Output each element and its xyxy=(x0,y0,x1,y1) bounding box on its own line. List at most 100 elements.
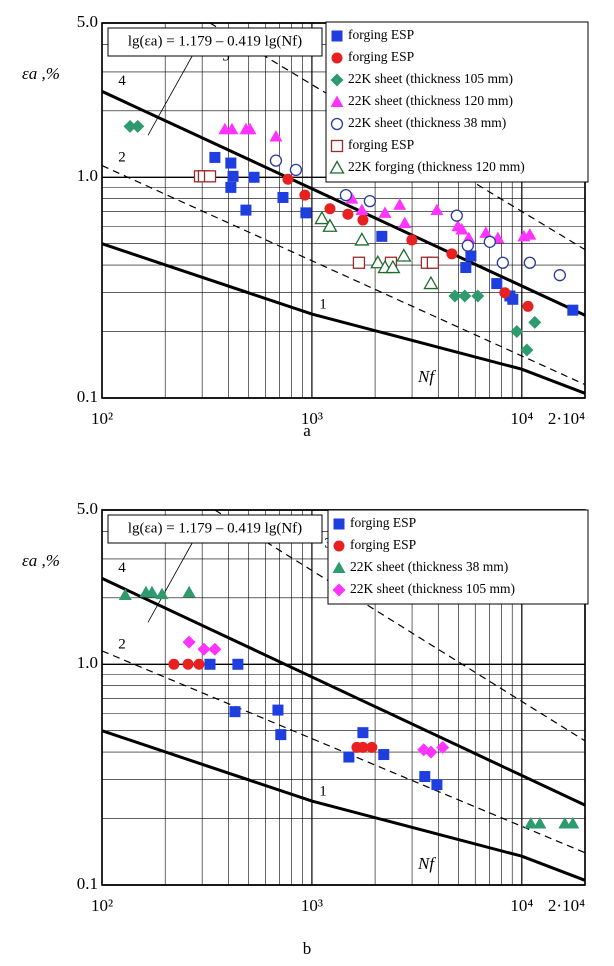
marker-circle xyxy=(496,256,509,269)
marker-triangle xyxy=(322,218,338,232)
marker-diamond xyxy=(448,289,462,303)
marker-triangle xyxy=(269,130,283,142)
x-tick-label: 10⁴ xyxy=(510,896,533,915)
marker-triangle xyxy=(533,816,547,829)
marker-circle xyxy=(168,658,180,670)
marker-triangle xyxy=(345,192,359,204)
x-tick-label: 10² xyxy=(91,896,113,915)
marker-square xyxy=(352,256,366,269)
x-tick-label: 10³ xyxy=(301,409,323,428)
legend-label: forging ESP xyxy=(350,537,416,552)
marker-triangle xyxy=(370,254,386,269)
marker-square xyxy=(204,658,216,670)
marker-diamond xyxy=(197,642,211,656)
x-tick-label: 10² xyxy=(91,409,113,428)
marker-diamond xyxy=(332,583,346,597)
marker-diamond xyxy=(436,740,450,754)
curve-label: 2 xyxy=(118,149,126,165)
curve-label: 1 xyxy=(319,783,327,799)
marker-triangle xyxy=(396,248,412,262)
marker-circle xyxy=(483,235,496,248)
y-tick-label: 0.1 xyxy=(77,874,98,893)
marker-triangle xyxy=(385,259,401,274)
curve xyxy=(101,242,586,395)
curve xyxy=(101,729,586,882)
curve xyxy=(101,650,586,854)
legend-label: 22K sheet (thickness 38 mm) xyxy=(350,559,508,574)
formula: lg(εa) = 1.179 – 0.419 lg(Nf) xyxy=(128,520,302,536)
legend-label: 22K sheet (thickness 120 mm) xyxy=(348,93,513,108)
curve xyxy=(101,165,586,386)
marker-square xyxy=(330,139,344,153)
formula-box xyxy=(107,27,323,57)
marker-square xyxy=(491,278,503,290)
y-tick-label: 5.0 xyxy=(77,499,98,518)
marker-circle xyxy=(450,209,463,222)
marker-triangle xyxy=(378,206,392,218)
marker-diamond xyxy=(510,325,524,339)
marker-diamond xyxy=(520,343,534,357)
marker-circle xyxy=(553,269,566,282)
marker-diamond xyxy=(123,119,137,133)
marker-square xyxy=(465,250,477,262)
curve xyxy=(101,90,586,317)
marker-square xyxy=(277,191,289,203)
marker-circle xyxy=(366,741,378,753)
marker-triangle xyxy=(355,203,369,216)
marker-circle xyxy=(446,248,458,260)
marker-diamond xyxy=(208,642,222,656)
x-tick-label: 2·10⁴ xyxy=(548,896,585,915)
marker-square xyxy=(378,749,390,761)
marker-circle xyxy=(299,189,311,201)
marker-circle xyxy=(289,163,303,177)
marker-triangle xyxy=(225,122,239,135)
x-tick-label: 10⁴ xyxy=(510,409,533,428)
marker-triangle xyxy=(430,203,444,216)
curve-label: 4 xyxy=(118,73,126,89)
marker-triangle xyxy=(182,585,196,598)
marker-circle xyxy=(357,214,369,226)
marker-circle xyxy=(282,173,294,185)
marker-diamond xyxy=(182,635,196,649)
caption: b xyxy=(303,939,312,958)
marker-circle xyxy=(522,300,534,312)
legend-label: forging ESP xyxy=(348,27,414,42)
legend-label: 22K sheet (thickness 105 mm) xyxy=(348,71,513,86)
marker-circle xyxy=(331,52,343,64)
marker-triangle xyxy=(524,816,538,829)
marker-square xyxy=(275,729,287,741)
marker-square xyxy=(331,30,343,42)
marker-triangle xyxy=(330,95,344,107)
marker-circle xyxy=(193,658,205,670)
marker-square xyxy=(240,204,252,216)
marker-circle xyxy=(330,117,344,131)
y-tick-label: 0.1 xyxy=(77,387,98,406)
formula: lg(εa) = 1.179 – 0.419 lg(Nf) xyxy=(128,33,302,49)
curve-label: 4 xyxy=(118,560,126,576)
y-axis-label: εa ,% xyxy=(22,64,60,83)
marker-square xyxy=(460,262,472,274)
marker-square xyxy=(227,170,239,182)
marker-square xyxy=(225,157,237,169)
legend-label: forging ESP xyxy=(348,137,414,152)
marker-triangle xyxy=(155,587,169,600)
y-tick-label: 1.0 xyxy=(77,653,98,672)
marker-square xyxy=(248,171,260,183)
marker-diamond xyxy=(424,745,438,759)
curve xyxy=(101,577,586,807)
marker-diamond xyxy=(131,119,145,133)
marker-square xyxy=(426,256,440,269)
marker-circle xyxy=(182,658,194,670)
marker-square xyxy=(272,704,284,716)
marker-diamond xyxy=(528,315,542,329)
marker-diamond xyxy=(330,73,344,87)
marker-triangle xyxy=(314,210,330,225)
curve xyxy=(214,509,586,742)
marker-square xyxy=(431,779,443,791)
marker-triangle xyxy=(332,561,346,573)
marker-square xyxy=(419,771,431,783)
marker-circle xyxy=(269,154,283,167)
